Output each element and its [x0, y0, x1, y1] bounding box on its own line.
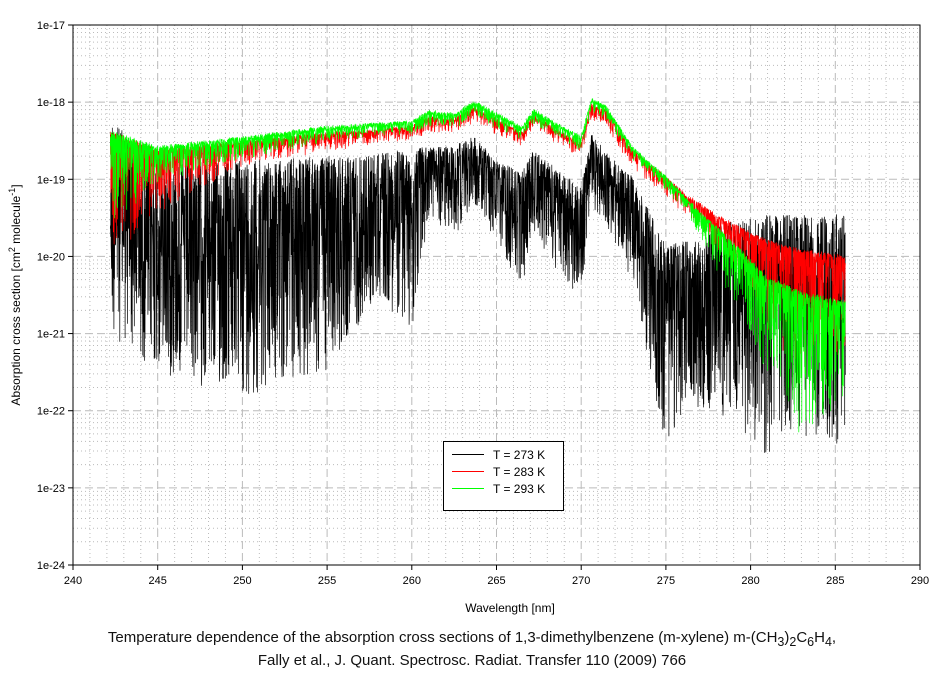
series-line-273K — [109, 127, 846, 453]
caption-line-2: Fally et al., J. Quant. Spectrosc. Radia… — [257, 652, 687, 669]
legend-swatch — [452, 488, 484, 489]
y-tick-label: 1e-22 — [37, 406, 65, 418]
legend-label: T = 283 K — [493, 464, 546, 479]
x-tick-label: 270 — [572, 575, 590, 587]
y-tick-label: 1e-17 — [37, 20, 65, 32]
legend-item-293: T = 293 K — [444, 480, 563, 497]
legend-item-283: T = 283 K — [444, 463, 563, 480]
ticks: 240 245 250 255 260 265 270 275 280 285 290 1e-24 1e… — [37, 20, 929, 587]
legend: T = 273 K T = 283 K T = 293 K — [443, 441, 564, 511]
x-tick-label: 265 — [487, 575, 505, 587]
legend-swatch — [452, 471, 484, 472]
x-tick-label: 290 — [911, 575, 929, 587]
legend-label: T = 273 K — [493, 447, 546, 462]
y-axis-label: Absorption cross section [cm2 molecule-1… — [7, 184, 23, 405]
legend-item-273: T = 273 K — [444, 446, 563, 463]
x-tick-label: 250 — [233, 575, 251, 587]
legend-label: T = 293 K — [493, 481, 546, 496]
x-tick-label: 240 — [64, 575, 82, 587]
y-tick-label: 1e-19 — [37, 174, 65, 186]
x-tick-label: 285 — [826, 575, 844, 587]
series-group — [109, 98, 846, 453]
x-tick-label: 260 — [403, 575, 421, 587]
y-tick-label: 1e-23 — [37, 483, 65, 495]
y-tick-label: 1e-20 — [37, 251, 65, 263]
x-axis-label: Wavelength [nm] — [465, 601, 555, 615]
y-tick-label: 1e-21 — [37, 329, 65, 341]
x-tick-label: 280 — [741, 575, 759, 587]
legend-swatch — [452, 454, 484, 455]
x-tick-label: 255 — [318, 575, 336, 587]
caption-line-1: Temperature dependence of the absorption… — [107, 629, 837, 649]
series-line-293K — [109, 98, 846, 433]
y-tick-label: 1e-24 — [37, 560, 65, 572]
x-tick-label: 245 — [149, 575, 167, 587]
x-tick-label: 275 — [657, 575, 675, 587]
y-tick-label: 1e-18 — [37, 97, 65, 109]
